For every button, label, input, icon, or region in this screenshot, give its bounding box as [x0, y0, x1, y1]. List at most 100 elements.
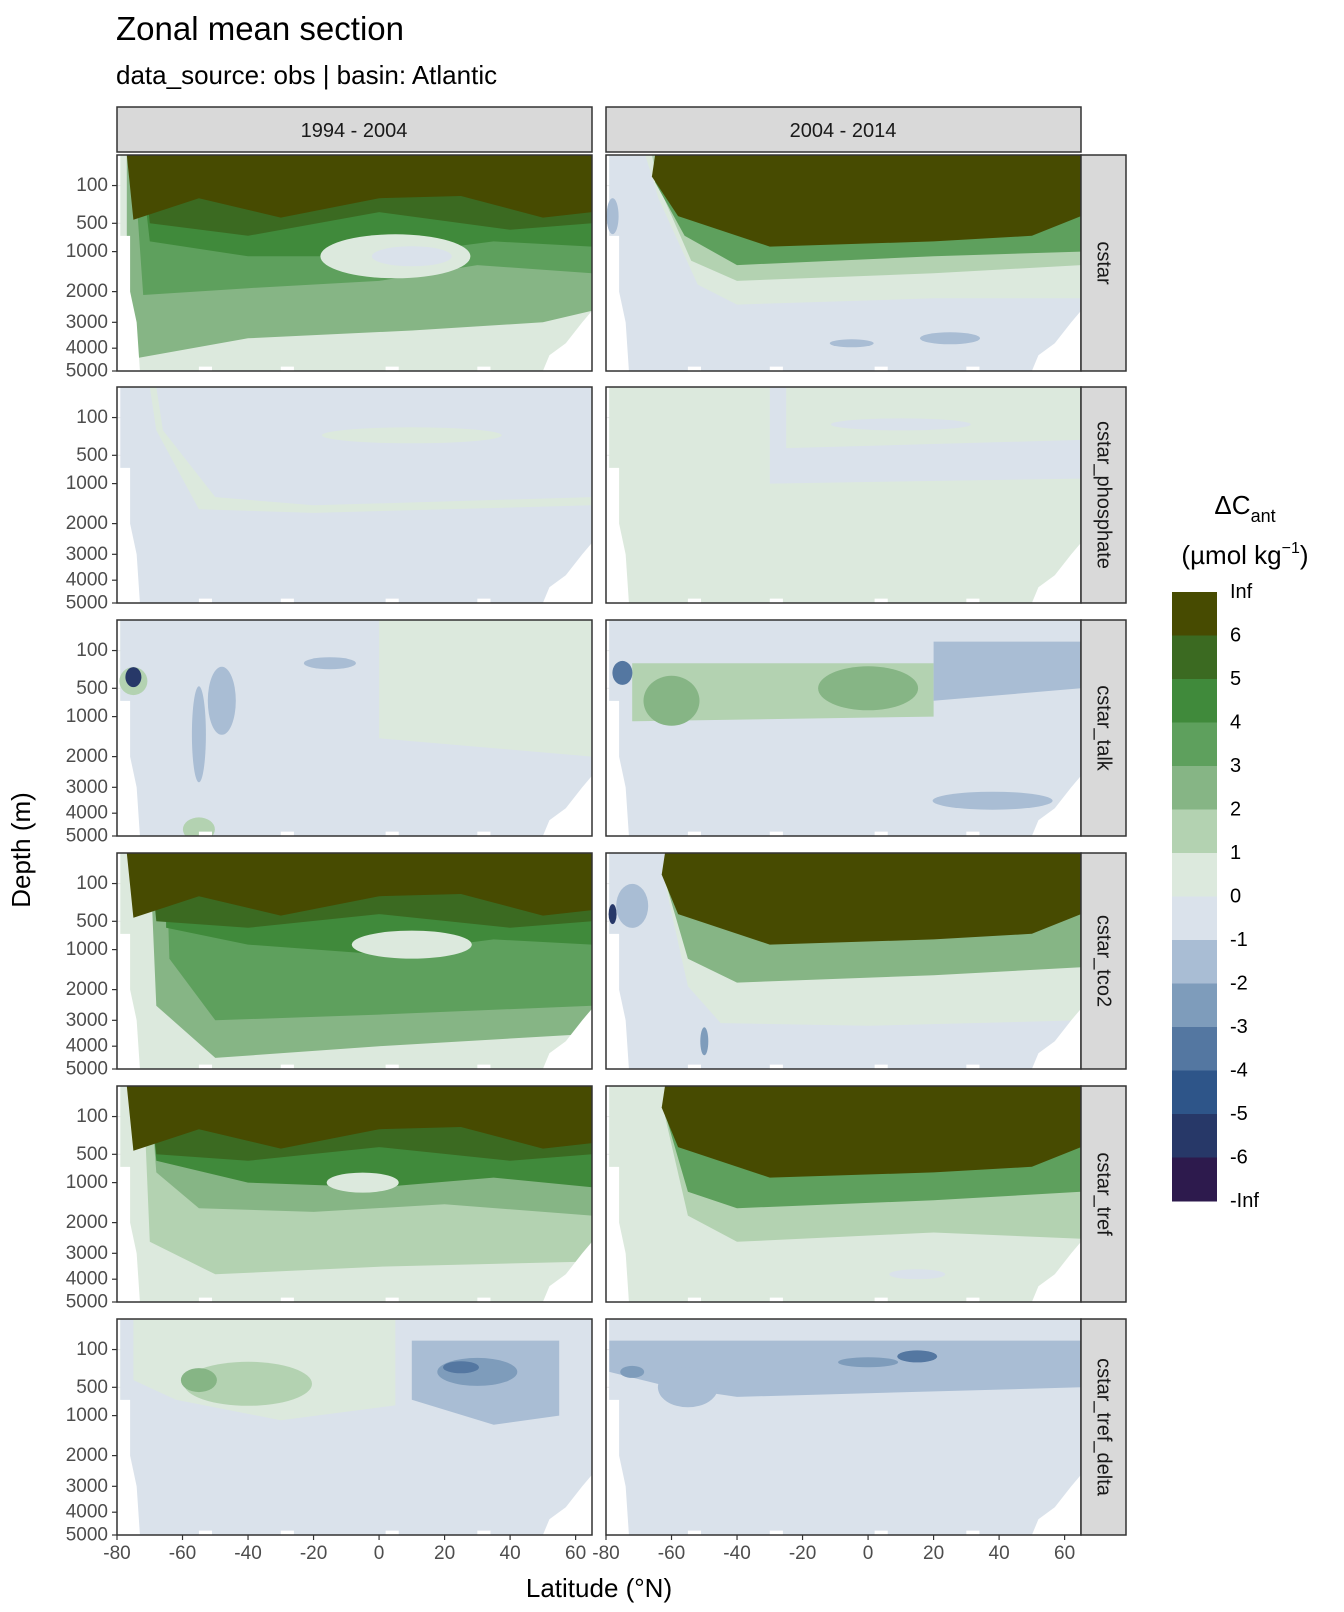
contour-field: [117, 1319, 592, 1535]
legend-swatch-1: [1172, 635, 1217, 680]
y-tick-label: 4000: [66, 1502, 108, 1523]
legend-break-label: -Inf: [1230, 1190, 1259, 1212]
contour-blob-6: [612, 660, 633, 685]
strip-row-cstar_tref_delta: [1080, 1318, 1127, 1536]
y-tick-label: 100: [76, 640, 108, 661]
y-tick-label: 500: [76, 1144, 108, 1165]
y-tick-label: 4000: [66, 1269, 108, 1290]
legend-break-label: 1: [1230, 842, 1241, 864]
contour-blob-4: [889, 1269, 946, 1280]
seafloor-mask: [606, 1399, 1081, 1535]
legend-break-label: -3: [1230, 1016, 1248, 1038]
x-tick-label: 40: [989, 1543, 1010, 1564]
y-tick-label: 5000: [66, 361, 108, 382]
legend-units-sup: −1: [1282, 540, 1300, 557]
x-tick-label: 60: [565, 1543, 586, 1564]
panel-cstar-1: [116, 154, 593, 372]
x-axes: -80 -60 -40 -20 0 20 40 60 -80 -60 -40 -20 0 20 40 60: [103, 1535, 1075, 1564]
y-tick-label: 100: [76, 873, 108, 894]
contour-band-3: [661, 1086, 1081, 1178]
panel-cstar_tco2-2: [605, 852, 1082, 1070]
legend-title-main: ΔC: [1214, 490, 1250, 520]
strip-row-cstar: [1080, 154, 1127, 372]
legend-swatch-13: [1172, 1157, 1217, 1202]
chart-subtitle: data_source: obs | basin: Atlantic: [116, 60, 497, 90]
y-tick-label: 5000: [66, 1059, 108, 1080]
y-tick-label: 5000: [66, 1292, 108, 1313]
column-strips: 1994 - 2004 2004 - 2014: [116, 106, 1082, 153]
legend-swatch-5: [1172, 809, 1217, 854]
contour-band-4: [651, 155, 1081, 247]
x-tick-label: 0: [863, 1543, 874, 1564]
contour-field: [117, 155, 592, 371]
seafloor-mask: [606, 933, 1081, 1069]
contour-blob-6: [700, 1027, 709, 1056]
panel-cstar_phosphate-2: [605, 386, 1082, 604]
legend-break-label: 3: [1230, 755, 1241, 777]
contour-blob-4: [616, 883, 649, 928]
legend-units-pre: (µmol kg: [1181, 540, 1281, 570]
x-tick-label: -60: [169, 1543, 196, 1564]
seafloor-mask: [117, 1399, 592, 1535]
contour-field: [606, 387, 1081, 603]
contour-blob-3: [180, 1368, 217, 1393]
x-tick-label: -20: [789, 1543, 816, 1564]
strip-col-1: [116, 106, 593, 153]
contour-blob-5: [191, 686, 206, 783]
legend-swatch-2: [1172, 679, 1217, 723]
seafloor-mask: [606, 235, 1081, 371]
contour-field: [606, 155, 1081, 371]
contour-field: [606, 1086, 1081, 1302]
panel-cstar_talk-2: [605, 619, 1082, 837]
seafloor-mask: [117, 467, 592, 603]
y-tick-label: 2000: [66, 979, 108, 1000]
legend-break-label: 6: [1230, 625, 1241, 647]
x-tick-label: -40: [723, 1543, 750, 1564]
strip-row-label-cstar_tref_delta: cstar_tref_delta: [1093, 1358, 1115, 1497]
x-tick-label: 20: [434, 1543, 455, 1564]
x-tick-label: 40: [500, 1543, 521, 1564]
y-axes: 1005001000200030004000500010050010002000…: [66, 175, 117, 1546]
y-tick-label: 2000: [66, 746, 108, 767]
y-tick-label: 5000: [66, 593, 108, 614]
contour-field: [117, 1086, 592, 1302]
legend-break-label: -2: [1230, 973, 1248, 995]
y-tick-label: 100: [76, 175, 108, 196]
strip-row-label-cstar_tco2: cstar_tco2: [1093, 915, 1115, 1007]
seafloor-mask: [117, 1166, 592, 1302]
panel-cstar_phosphate-1: [116, 386, 593, 604]
y-tick-label: 500: [76, 678, 108, 699]
legend-swatch-7: [1172, 896, 1217, 941]
panel-border: [116, 154, 593, 372]
seafloor-mask: [117, 933, 592, 1069]
y-tick-label: 5000: [66, 826, 108, 847]
strip-col-2: [605, 106, 1082, 153]
x-tick-label: 20: [923, 1543, 944, 1564]
legend-break-label: -6: [1230, 1147, 1248, 1169]
panel-cstar-2: [605, 154, 1082, 372]
y-tick-label: 3000: [66, 544, 108, 565]
contour-blob-7: [182, 817, 215, 836]
y-tick-label: 4000: [66, 338, 108, 359]
panel-border: [116, 619, 593, 837]
panel-cstar_tref_delta-2: [605, 1318, 1082, 1536]
row-strips: cstar cstar_phosphate cstar_talk cstar_tco2…: [1080, 154, 1127, 1536]
y-tick-label: 1000: [66, 241, 108, 262]
contour-band-1: [379, 620, 592, 757]
y-tick-label: 2000: [66, 513, 108, 534]
y-tick-label: 3000: [66, 312, 108, 333]
y-tick-label: 4000: [66, 570, 108, 591]
panel-border: [116, 1085, 593, 1303]
contour-blob-6: [303, 657, 356, 670]
contour-field: [117, 387, 592, 603]
x-tick-label: 60: [1054, 1543, 1075, 1564]
strip-row-label-cstar_phosphate: cstar_phosphate: [1093, 421, 1115, 569]
contour-band-1: [609, 1340, 1081, 1397]
legend-break-label: 2: [1230, 799, 1241, 821]
legend-swatches: [1172, 592, 1217, 1202]
legend-break-label: -4: [1230, 1060, 1248, 1082]
contour-blob-5: [620, 1365, 645, 1378]
contour-band-5: [126, 1086, 592, 1151]
contour-field: [606, 620, 1081, 836]
